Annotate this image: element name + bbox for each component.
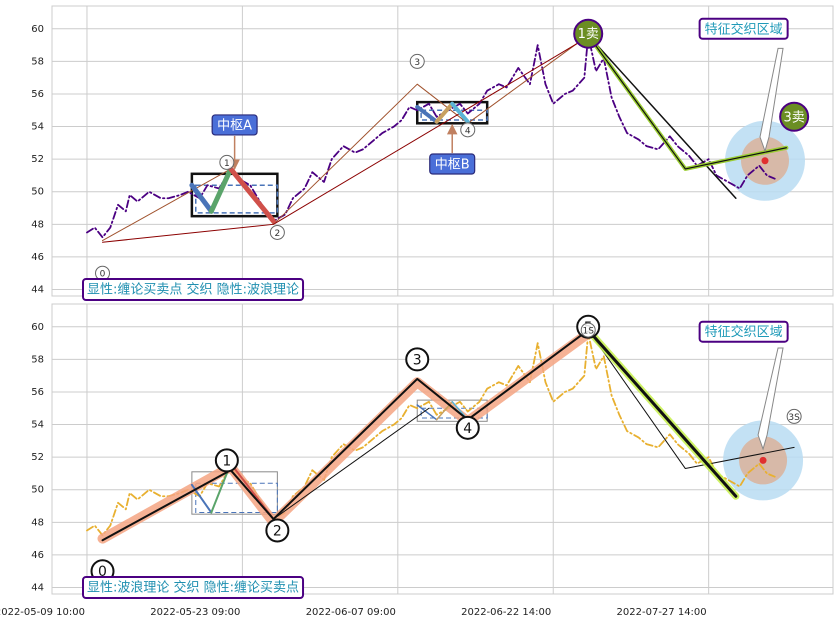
y-tick-label: 60 bbox=[31, 322, 44, 333]
series-line bbox=[587, 34, 737, 199]
point-label: 2 bbox=[273, 523, 282, 539]
series-line bbox=[587, 34, 787, 170]
y-tick-label: 56 bbox=[31, 387, 44, 398]
zhongshu-box bbox=[195, 184, 279, 214]
y-tick-label: 60 bbox=[31, 24, 44, 35]
callout-box bbox=[698, 17, 789, 40]
series-line bbox=[101, 329, 590, 542]
y-tick-label: 50 bbox=[31, 485, 44, 496]
x-tick-label: 2022-05-09 10:00 bbox=[0, 607, 85, 617]
point-marker bbox=[573, 18, 604, 49]
callout-arrow bbox=[757, 347, 784, 451]
x-tick-label: 2022-06-07 09:00 bbox=[306, 607, 396, 617]
callout-arrow bbox=[759, 47, 784, 153]
point-marker bbox=[779, 101, 810, 132]
callout-box bbox=[429, 153, 476, 175]
point-marker bbox=[265, 518, 290, 543]
y-tick-label: 54 bbox=[31, 122, 44, 133]
y-tick-label: 56 bbox=[31, 89, 44, 100]
footnote: 显性:波浪理论 交织 隐性:缠论买卖点 bbox=[87, 580, 299, 596]
point-marker bbox=[269, 224, 285, 240]
panel: 44 46 48 50 52 54 56 58 60 中枢A 中枢B 特征交织区域 0 1 2 3 4 1卖 3卖显… bbox=[31, 5, 834, 301]
series-line bbox=[86, 34, 776, 239]
series-line bbox=[228, 166, 276, 224]
callout-box bbox=[698, 320, 789, 343]
point-marker bbox=[219, 154, 235, 170]
point-label: 1卖 bbox=[578, 27, 599, 42]
point-marker bbox=[460, 122, 476, 138]
y-tick-label: 48 bbox=[31, 219, 44, 230]
point-label: 1S bbox=[582, 327, 594, 337]
callout-label: 中枢B bbox=[435, 158, 470, 173]
callout-box bbox=[211, 114, 258, 136]
callout-label: 特征交织区域 bbox=[705, 324, 783, 340]
point-marker bbox=[409, 53, 425, 69]
point-label: 3S bbox=[788, 413, 800, 423]
y-tick-label: 52 bbox=[31, 452, 44, 463]
series-line bbox=[102, 36, 589, 243]
point-marker bbox=[455, 415, 480, 440]
footnote: 显性:缠论买卖点 交织 隐性:波浪理论 bbox=[87, 282, 299, 298]
panel: 44 46 48 50 52 54 56 58 60 2022-05-09 10:00 2022-0… bbox=[0, 303, 834, 617]
series-line bbox=[586, 328, 738, 498]
zhongshu-box bbox=[195, 482, 278, 514]
series-line bbox=[450, 101, 470, 124]
y-tick-label: 44 bbox=[31, 284, 44, 295]
series-line bbox=[189, 182, 214, 214]
series-line bbox=[416, 404, 438, 421]
plot-area bbox=[51, 5, 834, 297]
point-label: 3卖 bbox=[784, 110, 805, 125]
series-line bbox=[102, 34, 589, 242]
point-label: 0 bbox=[100, 270, 106, 280]
point-label: 2 bbox=[274, 229, 280, 239]
zone-center bbox=[761, 157, 769, 165]
point-label: 3 bbox=[413, 352, 422, 368]
point-label: 4 bbox=[463, 421, 472, 437]
series-line bbox=[415, 105, 439, 124]
zhongshu-box bbox=[420, 109, 488, 121]
x-tick-label: 2022-05-23 09:00 bbox=[150, 607, 240, 617]
series-line bbox=[208, 166, 234, 214]
point-marker bbox=[580, 322, 596, 338]
footnote-box bbox=[82, 576, 305, 599]
y-tick-label: 52 bbox=[31, 154, 44, 165]
series-line bbox=[587, 329, 795, 470]
y-tick-label: 58 bbox=[31, 354, 44, 365]
y-tick-label: 46 bbox=[31, 550, 44, 561]
point-label: 4 bbox=[465, 126, 471, 136]
y-tick-label: 50 bbox=[31, 187, 44, 198]
y-tick-label: 58 bbox=[31, 56, 44, 67]
y-tick-label: 44 bbox=[31, 582, 44, 593]
x-tick-label: 2022-06-22 14:00 bbox=[461, 607, 551, 617]
point-marker bbox=[786, 408, 802, 424]
y-tick-label: 54 bbox=[31, 420, 44, 431]
callout-label: 特征交织区域 bbox=[705, 21, 783, 37]
callout-label: 中枢A bbox=[217, 118, 252, 133]
x-tick-label: 2022-07-27 14:00 bbox=[617, 607, 707, 617]
zone-center bbox=[759, 456, 767, 464]
point-label: 3 bbox=[414, 58, 420, 68]
point-label: 1 bbox=[224, 159, 230, 169]
plot-area bbox=[51, 303, 834, 595]
point-label: 0 bbox=[98, 564, 107, 580]
series-line bbox=[97, 328, 594, 544]
point-marker bbox=[214, 448, 239, 473]
footnote-box bbox=[82, 278, 305, 301]
point-marker bbox=[405, 347, 430, 372]
series-line bbox=[434, 101, 455, 124]
y-tick-label: 48 bbox=[31, 517, 44, 528]
series-line bbox=[272, 407, 430, 520]
y-tick-label: 46 bbox=[31, 252, 44, 263]
point-label: 1 bbox=[222, 453, 231, 469]
